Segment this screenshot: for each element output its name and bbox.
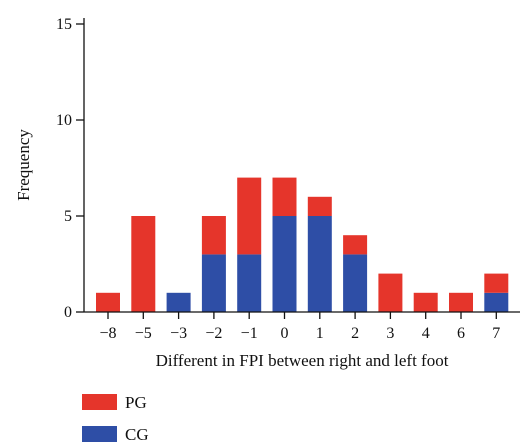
x-tick-label: 3	[386, 325, 394, 342]
y-tick-label: 10	[56, 112, 72, 129]
bar-cg-3	[202, 254, 226, 312]
x-tick-label: −5	[135, 325, 152, 342]
x-tick-label: −3	[170, 325, 187, 342]
x-tick-label: 0	[281, 325, 289, 342]
bar-cg-5	[273, 216, 297, 312]
legend-swatch-cg	[82, 426, 117, 442]
bar-pg-6	[308, 197, 332, 216]
bar-cg-4	[237, 254, 261, 312]
bar-pg-9	[414, 293, 438, 312]
bar-pg-0	[96, 293, 120, 312]
x-axis-title: Different in FPI between right and left …	[156, 351, 449, 370]
x-tick-label: −1	[241, 325, 258, 342]
bar-pg-4	[237, 178, 261, 255]
bar-pg-3	[202, 216, 226, 254]
y-ticks: 0 5 10 15	[56, 16, 84, 321]
legend-swatch-pg	[82, 394, 117, 410]
y-tick-label: 0	[64, 304, 72, 321]
legend: PG CG	[82, 393, 149, 444]
bar-pg-11	[484, 274, 508, 293]
bar-cg-6	[308, 216, 332, 312]
x-tick-label: 1	[316, 325, 324, 342]
bar-cg-2	[167, 293, 191, 312]
legend-label-pg: PG	[125, 393, 147, 412]
x-tick-label: −8	[99, 325, 116, 342]
bar-cg-7	[343, 254, 367, 312]
x-ticks: −8 −5 −3 −2 −1 0 1 2 3 4 6 7	[99, 312, 500, 342]
y-tick-label: 15	[56, 16, 72, 33]
legend-label-cg: CG	[125, 425, 149, 444]
x-tick-label: −2	[205, 325, 222, 342]
bar-pg-1	[131, 216, 155, 312]
x-tick-label: 4	[422, 325, 430, 342]
bars-layer	[96, 178, 508, 312]
bar-cg-11	[484, 293, 508, 312]
bar-pg-8	[378, 274, 402, 312]
bar-pg-5	[273, 178, 297, 216]
x-tick-label: 7	[492, 325, 500, 342]
y-tick-label: 5	[64, 208, 72, 225]
bar-pg-7	[343, 235, 367, 254]
bar-pg-10	[449, 293, 473, 312]
y-axis-title: Frequency	[14, 129, 33, 201]
x-tick-label: 6	[457, 325, 465, 342]
x-tick-label: 2	[351, 325, 359, 342]
